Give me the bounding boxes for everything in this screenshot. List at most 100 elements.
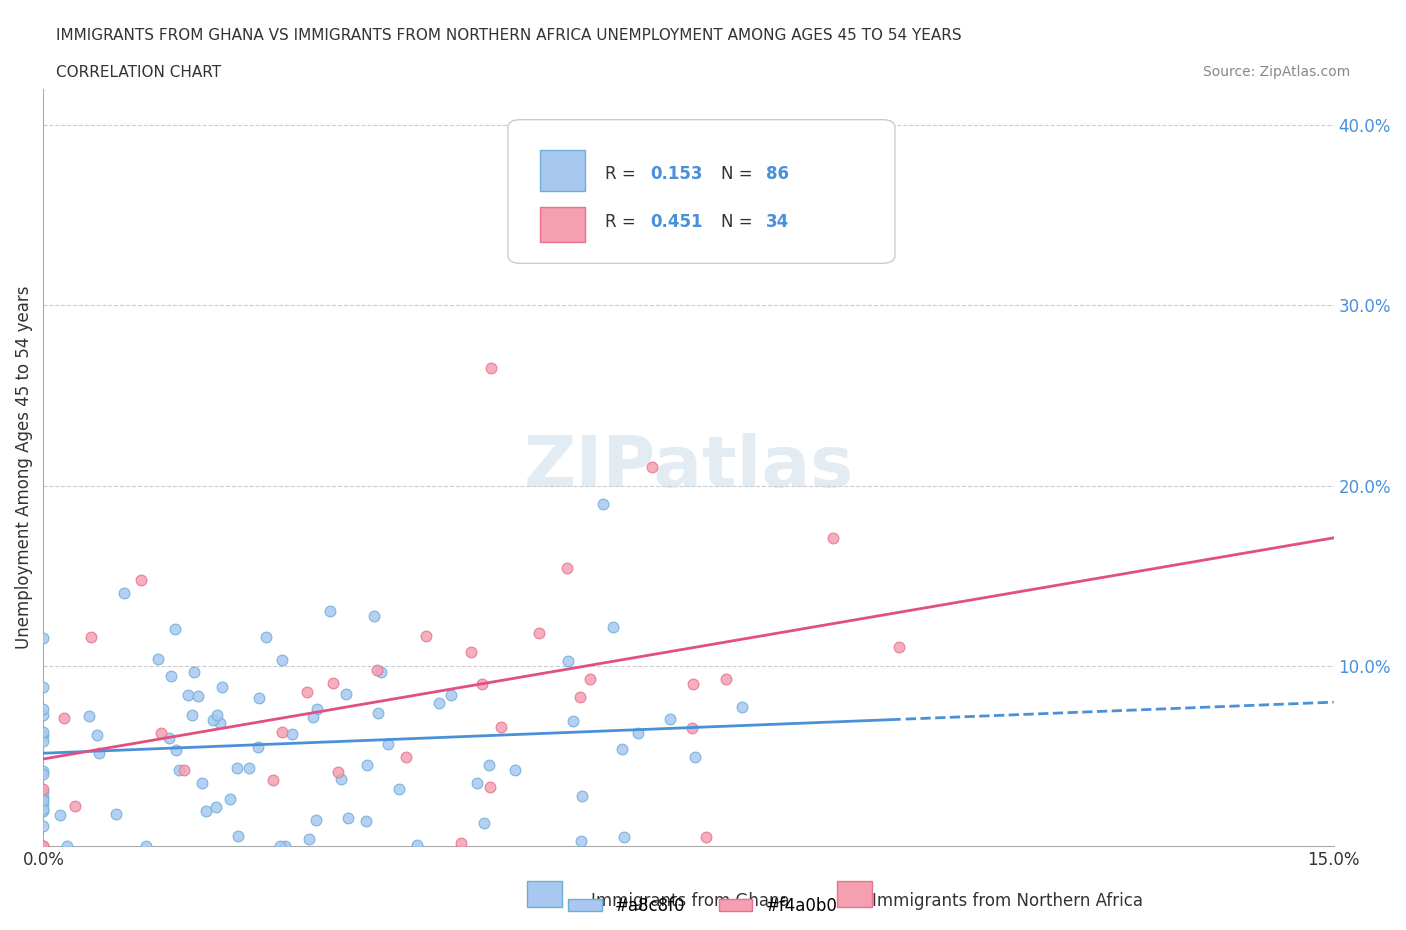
Immigrants from Ghana <box>32 804 55 818</box>
Immigrants from Ghana <box>191 776 214 790</box>
Immigrants from Northern Africa <box>489 720 512 735</box>
Immigrants from Ghana <box>183 665 205 680</box>
Immigrants from Northern Africa <box>714 671 737 686</box>
Immigrants from Ghana <box>274 838 297 853</box>
Immigrants from Northern Africa <box>889 640 911 655</box>
Immigrants from Northern Africa <box>682 677 704 692</box>
Immigrants from Ghana <box>105 806 128 821</box>
Immigrants from Ghana <box>32 707 55 722</box>
Text: R =: R = <box>605 166 641 183</box>
Immigrants from Ghana <box>329 772 352 787</box>
Text: 34: 34 <box>766 213 789 231</box>
Immigrants from Northern Africa <box>681 721 703 736</box>
Immigrants from Ghana <box>301 710 323 724</box>
Immigrants from Ghana <box>270 652 292 667</box>
Immigrants from Northern Africa <box>415 628 437 643</box>
Immigrants from Ghana <box>32 728 55 743</box>
Immigrants from Ghana <box>180 708 202 723</box>
Immigrants from Northern Africa <box>821 531 844 546</box>
Text: R =: R = <box>605 213 641 231</box>
Immigrants from Ghana <box>176 687 198 702</box>
Immigrants from Ghana <box>32 792 55 807</box>
FancyBboxPatch shape <box>508 120 896 263</box>
Immigrants from Ghana <box>77 709 100 724</box>
Immigrants from Ghana <box>32 631 55 645</box>
Immigrants from Northern Africa <box>52 711 75 725</box>
Immigrants from Ghana <box>32 680 55 695</box>
FancyBboxPatch shape <box>837 881 872 907</box>
Immigrants from Ghana <box>157 731 180 746</box>
FancyBboxPatch shape <box>540 206 585 242</box>
Text: IMMIGRANTS FROM GHANA VS IMMIGRANTS FROM NORTHERN AFRICA UNEMPLOYMENT AMONG AGES: IMMIGRANTS FROM GHANA VS IMMIGRANTS FROM… <box>56 28 962 43</box>
Immigrants from Ghana <box>226 829 249 844</box>
Immigrants from Northern Africa <box>32 838 55 853</box>
Immigrants from Northern Africa <box>450 836 472 851</box>
Immigrants from Ghana <box>610 742 633 757</box>
Immigrants from Ghana <box>32 764 55 778</box>
Immigrants from Ghana <box>32 724 55 739</box>
Immigrants from Ghana <box>148 652 170 667</box>
Immigrants from Ghana <box>377 737 399 751</box>
Immigrants from Northern Africa <box>471 676 494 691</box>
Text: N =: N = <box>721 213 758 231</box>
Immigrants from Ghana <box>254 630 277 644</box>
Legend: #a8c8f0, #f4a0b0: #a8c8f0, #f4a0b0 <box>562 890 844 922</box>
Immigrants from Ghana <box>571 789 593 804</box>
Immigrants from Ghana <box>32 790 55 804</box>
Immigrants from Ghana <box>49 807 72 822</box>
Y-axis label: Unemployment Among Ages 45 to 54 years: Unemployment Among Ages 45 to 54 years <box>15 286 32 649</box>
Immigrants from Northern Africa <box>478 779 501 794</box>
Immigrants from Ghana <box>112 585 135 600</box>
Immigrants from Ghana <box>219 791 242 806</box>
Immigrants from Ghana <box>247 691 270 706</box>
FancyBboxPatch shape <box>540 150 585 192</box>
Immigrants from Ghana <box>658 711 681 726</box>
Immigrants from Ghana <box>427 695 450 710</box>
Immigrants from Ghana <box>465 776 488 790</box>
Immigrants from Ghana <box>569 833 592 848</box>
Immigrants from Ghana <box>32 734 55 749</box>
Immigrants from Ghana <box>195 804 218 818</box>
Immigrants from Northern Africa <box>527 626 550 641</box>
Immigrants from Ghana <box>32 766 55 781</box>
Immigrants from Ghana <box>205 708 228 723</box>
Immigrants from Ghana <box>367 705 389 720</box>
Text: Immigrants from Northern Africa: Immigrants from Northern Africa <box>872 892 1143 910</box>
Immigrants from Ghana <box>319 604 342 618</box>
Immigrants from Ghana <box>602 619 624 634</box>
Immigrants from Ghana <box>472 816 495 830</box>
Immigrants from Ghana <box>388 781 411 796</box>
Immigrants from Ghana <box>247 740 270 755</box>
Immigrants from Ghana <box>561 713 583 728</box>
FancyBboxPatch shape <box>527 881 562 907</box>
Immigrants from Ghana <box>208 715 231 730</box>
Immigrants from Northern Africa <box>569 690 592 705</box>
Immigrants from Northern Africa <box>32 781 55 796</box>
Immigrants from Northern Africa <box>262 772 284 787</box>
Immigrants from Ghana <box>356 758 378 773</box>
Immigrants from Ghana <box>167 763 190 777</box>
Immigrants from Ghana <box>226 760 249 775</box>
Immigrants from Northern Africa <box>326 764 349 779</box>
Immigrants from Ghana <box>32 785 55 800</box>
Immigrants from Ghana <box>335 687 357 702</box>
Text: Immigrants from Ghana: Immigrants from Ghana <box>591 892 789 910</box>
Immigrants from Ghana <box>440 688 463 703</box>
Immigrants from Ghana <box>56 838 79 853</box>
Immigrants from Ghana <box>187 688 209 703</box>
Immigrants from Ghana <box>370 664 392 679</box>
Immigrants from Northern Africa <box>395 750 418 764</box>
Immigrants from Ghana <box>211 679 233 694</box>
Immigrants from Northern Africa <box>270 724 292 739</box>
Immigrants from Ghana <box>87 746 110 761</box>
Immigrants from Ghana <box>478 758 501 773</box>
Immigrants from Ghana <box>557 654 579 669</box>
Immigrants from Northern Africa <box>79 630 101 644</box>
Text: 0.153: 0.153 <box>650 166 703 183</box>
Immigrants from Ghana <box>298 831 321 846</box>
Immigrants from Northern Africa <box>295 684 318 699</box>
Immigrants from Ghana <box>238 760 260 775</box>
Immigrants from Ghana <box>627 725 650 740</box>
Immigrants from Northern Africa <box>641 459 664 474</box>
Immigrants from Northern Africa <box>173 763 195 777</box>
